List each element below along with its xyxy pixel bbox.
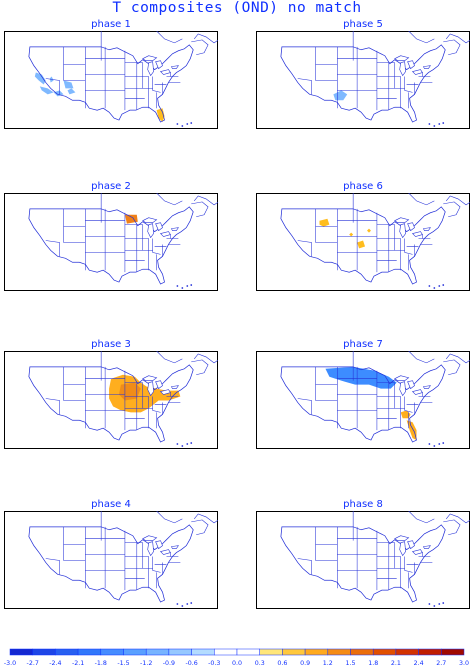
- colorbar-swatch: [395, 648, 419, 656]
- panel-label: phase 7: [343, 339, 383, 350]
- colorbar-tick-label: -2.7: [27, 660, 39, 667]
- colorbar-swatch: [350, 648, 374, 656]
- panel-label: phase 6: [343, 181, 383, 192]
- colorbar-tick-label: -1.2: [140, 660, 152, 667]
- panel-phase-8: phase 8: [256, 498, 470, 609]
- colorbar-swatch: [145, 648, 170, 656]
- anomaly-georgia-florida: [406, 420, 417, 441]
- map-frame: [4, 511, 218, 609]
- colorbar-swatch: [418, 648, 442, 656]
- map-frame: [256, 351, 470, 449]
- anomaly-minnesota-dot: [367, 228, 371, 233]
- colorbar-swatch: [441, 648, 465, 656]
- anomaly-kansas: [357, 240, 366, 249]
- map-frame: [256, 31, 470, 129]
- map-phase-2: [4, 193, 218, 291]
- colorbar-swatch: [168, 648, 192, 656]
- map-phase-4: [4, 511, 218, 609]
- colorbar-swatch: [55, 648, 79, 656]
- anomaly-idaho-wyoming: [319, 218, 330, 227]
- panel-phase-1: phase 1: [4, 18, 218, 129]
- anomaly-nevada-great-basin: [39, 86, 54, 95]
- colorbar-tick-label: 2.4: [414, 660, 424, 667]
- colorbar-swatch: [32, 648, 56, 656]
- colorbar-swatch: [100, 648, 124, 656]
- panel-label: phase 4: [91, 499, 131, 510]
- colorbar-tick-label: -0.6: [185, 660, 197, 667]
- anomaly-northern-plains: [325, 366, 397, 389]
- colorbar-tick-label: 3.0: [459, 660, 469, 667]
- colorbar: -3.0 -2.7 -2.4 -2.1 -1.8 -1.5 -1.2 -0.9 -0.6 -0.3…: [4, 648, 469, 667]
- colorbar-tick-label: 1.2: [323, 660, 333, 667]
- panel-phase-2: phase 2: [4, 180, 218, 291]
- colorbar-swatch: [123, 648, 147, 656]
- map-frame: [4, 193, 218, 291]
- panel-label: phase 1: [91, 19, 131, 30]
- colorbar-tick-label: -2.1: [72, 660, 84, 667]
- map-frame: [256, 511, 470, 609]
- panel-label: phase 8: [343, 499, 383, 510]
- colorbar-tick-label: -0.9: [163, 660, 175, 667]
- panel-phase-6: phase 6: [256, 180, 470, 291]
- colorbar-tick-label: -3.0: [4, 660, 16, 667]
- colorbar-swatch: [327, 648, 351, 656]
- colorbar-swatch: [372, 648, 397, 656]
- anomaly-upper-midwest-core: [118, 382, 141, 401]
- colorbar-tick-label: 2.1: [391, 660, 401, 667]
- panel-phase-7: phase 7: [256, 338, 470, 449]
- figure-title: T composites (OND) no match: [112, 0, 362, 16]
- colorbar-swatch: [259, 648, 283, 656]
- colorbar-tick-label: 2.7: [436, 660, 446, 667]
- map-phase-7: [256, 351, 470, 449]
- colorbar-swatch: [191, 648, 215, 656]
- colorbar-swatch: [304, 648, 329, 656]
- colorbar-swatch: [236, 648, 260, 656]
- colorbar-swatch: [214, 648, 238, 656]
- map-phase-6: [256, 193, 470, 291]
- anomaly-nevada-great-basin: [34, 72, 46, 85]
- colorbar-tick-label: 1.8: [368, 660, 378, 667]
- colorbar-swatch: [282, 648, 306, 656]
- map-phase-5: [256, 31, 470, 129]
- colorbar-tick-label: -1.8: [95, 660, 107, 667]
- colorbar-tick-label: 0.6: [277, 660, 287, 667]
- colorbar-tick-label: -2.4: [49, 660, 61, 667]
- anomaly-north-minnesota: [124, 214, 138, 224]
- map-phase-3: [4, 351, 218, 449]
- panel-label: phase 2: [91, 181, 131, 192]
- colorbar-swatch: [77, 648, 102, 656]
- panel-phase-4: phase 4: [4, 498, 218, 609]
- anomaly-new-mexico-texas: [333, 90, 348, 101]
- map-phase-8: [256, 511, 470, 609]
- panel-label: phase 3: [91, 339, 131, 350]
- colorbar-swatch: [9, 648, 33, 656]
- anomaly-southern-california: [67, 88, 76, 95]
- panel-phase-5: phase 5: [256, 18, 470, 129]
- panel-label: phase 5: [343, 19, 383, 30]
- anomaly-georgia-florida: [400, 410, 411, 419]
- colorbar-tick-label: -0.3: [208, 660, 220, 667]
- colorbar-tick-label: -1.5: [117, 660, 129, 667]
- map-phase-1: [4, 31, 218, 129]
- colorbar-tick-label: 0.0: [232, 660, 242, 667]
- colorbar-tick-label: 1.5: [345, 660, 355, 667]
- colorbar-tick-label: 0.9: [300, 660, 310, 667]
- anomaly-arizona: [63, 80, 74, 89]
- panel-phase-3: phase 3: [4, 338, 218, 449]
- colorbar-tick-label: 0.3: [255, 660, 265, 667]
